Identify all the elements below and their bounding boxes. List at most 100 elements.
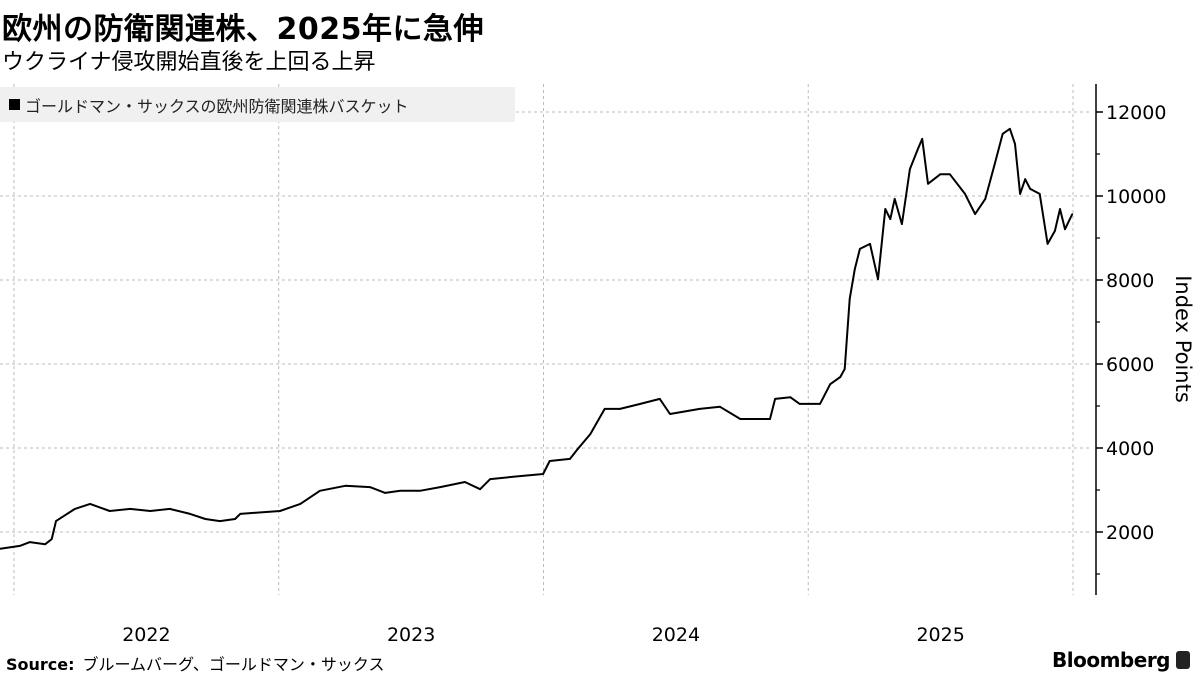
data-point — [789, 396, 792, 398]
data-point — [843, 368, 846, 370]
data-point — [569, 458, 571, 460]
brand-name: Bloomberg — [1052, 648, 1170, 672]
data-point — [884, 208, 887, 210]
data-point — [829, 383, 831, 385]
data-point — [889, 218, 892, 220]
data-point — [204, 518, 207, 520]
data-point — [319, 490, 321, 492]
data-point — [279, 510, 281, 512]
data-point — [839, 376, 842, 378]
x-tick-label: 2025 — [916, 624, 964, 646]
data-point — [854, 268, 856, 270]
data-point — [542, 473, 544, 475]
data-point — [893, 198, 896, 200]
legend-label: ゴールドマン・サックスの欧州防衛関連株バスケット — [25, 96, 409, 116]
y-tick-label: 8000 — [1106, 270, 1154, 292]
data-point — [50, 538, 53, 540]
data-point — [619, 408, 621, 410]
data-point — [639, 403, 642, 405]
data-point — [603, 408, 606, 410]
data-point — [464, 481, 466, 483]
data-point — [984, 198, 987, 200]
source-note: Source: ブルームバーグ、ゴールドマン・サックス — [6, 651, 384, 675]
y-tick-label: 6000 — [1106, 354, 1154, 376]
data-point — [149, 510, 152, 512]
source-text: ブルームバーグ、ゴールドマン・サックス — [82, 655, 385, 674]
data-point — [927, 183, 929, 185]
data-point — [548, 460, 551, 462]
data-point — [239, 513, 241, 515]
data-point — [848, 298, 851, 300]
data-point — [589, 433, 592, 435]
data-point — [249, 512, 252, 514]
data-point — [774, 398, 776, 400]
data-point — [964, 193, 966, 195]
data-point — [344, 485, 347, 487]
data-point — [1014, 143, 1016, 145]
data-point — [1046, 243, 1049, 245]
data-point — [1019, 193, 1021, 195]
data-point — [519, 475, 521, 477]
data-point — [1001, 133, 1004, 135]
data-point — [61, 516, 63, 519]
data-point — [948, 173, 951, 175]
data-point — [759, 418, 761, 420]
data-point — [859, 248, 861, 250]
bloomberg-terminal-icon — [1176, 651, 1190, 669]
source-label: Source: — [6, 655, 75, 674]
data-point — [384, 492, 386, 494]
data-point — [234, 518, 236, 520]
data-point — [479, 488, 481, 490]
chart-title: 欧州の防衛関連株、2025年に急伸 — [2, 12, 484, 47]
data-point — [798, 403, 801, 405]
data-point — [917, 148, 919, 150]
data-point — [189, 513, 191, 515]
data-point — [29, 541, 31, 543]
series-line — [0, 127, 1074, 550]
data-point — [659, 398, 661, 400]
data-point — [739, 418, 742, 420]
data-point — [669, 413, 671, 415]
data-point — [439, 486, 442, 488]
legend: ゴールドマン・サックスの欧州防衛関連株バスケット — [0, 87, 515, 122]
data-point — [129, 508, 131, 510]
data-point — [909, 168, 911, 170]
data-point — [108, 510, 111, 512]
data-point — [1029, 188, 1032, 190]
data-point — [1038, 193, 1041, 195]
data-point — [1009, 128, 1011, 130]
data-point — [577, 448, 579, 450]
y-tick-label: 2000 — [1106, 522, 1154, 544]
data-point — [55, 520, 57, 522]
data-point — [877, 278, 879, 280]
x-tick-label: 2023 — [387, 624, 435, 646]
data-point — [1059, 208, 1061, 210]
y-tick-label: 10000 — [1106, 186, 1166, 208]
data-point — [939, 173, 942, 175]
data-point — [299, 503, 302, 505]
data-point — [169, 508, 171, 510]
data-point — [921, 138, 924, 140]
bloomberg-logo: Bloomberg — [1052, 648, 1190, 672]
data-point — [993, 163, 996, 165]
data-point — [719, 406, 721, 408]
y-tick-label: 12000 — [1106, 102, 1166, 124]
data-point — [1024, 178, 1026, 180]
x-tick-label: 2024 — [652, 624, 700, 646]
data-point — [89, 503, 91, 505]
chart-subtitle: ウクライナ侵攻開始直後を上回る上昇 — [2, 50, 376, 75]
data-point — [901, 223, 903, 225]
x-tick-label: 2022 — [122, 624, 170, 646]
data-point — [1064, 228, 1066, 230]
legend-swatch-icon — [9, 99, 20, 110]
data-point — [698, 408, 701, 410]
data-point — [869, 243, 871, 245]
y-axis-label: Index Points — [1171, 275, 1195, 403]
data-point — [74, 508, 76, 510]
data-point — [1071, 213, 1074, 215]
data-point — [1054, 230, 1056, 232]
data-point — [819, 403, 821, 405]
data-point — [419, 490, 421, 492]
data-point — [44, 543, 46, 545]
data-point — [974, 213, 976, 215]
